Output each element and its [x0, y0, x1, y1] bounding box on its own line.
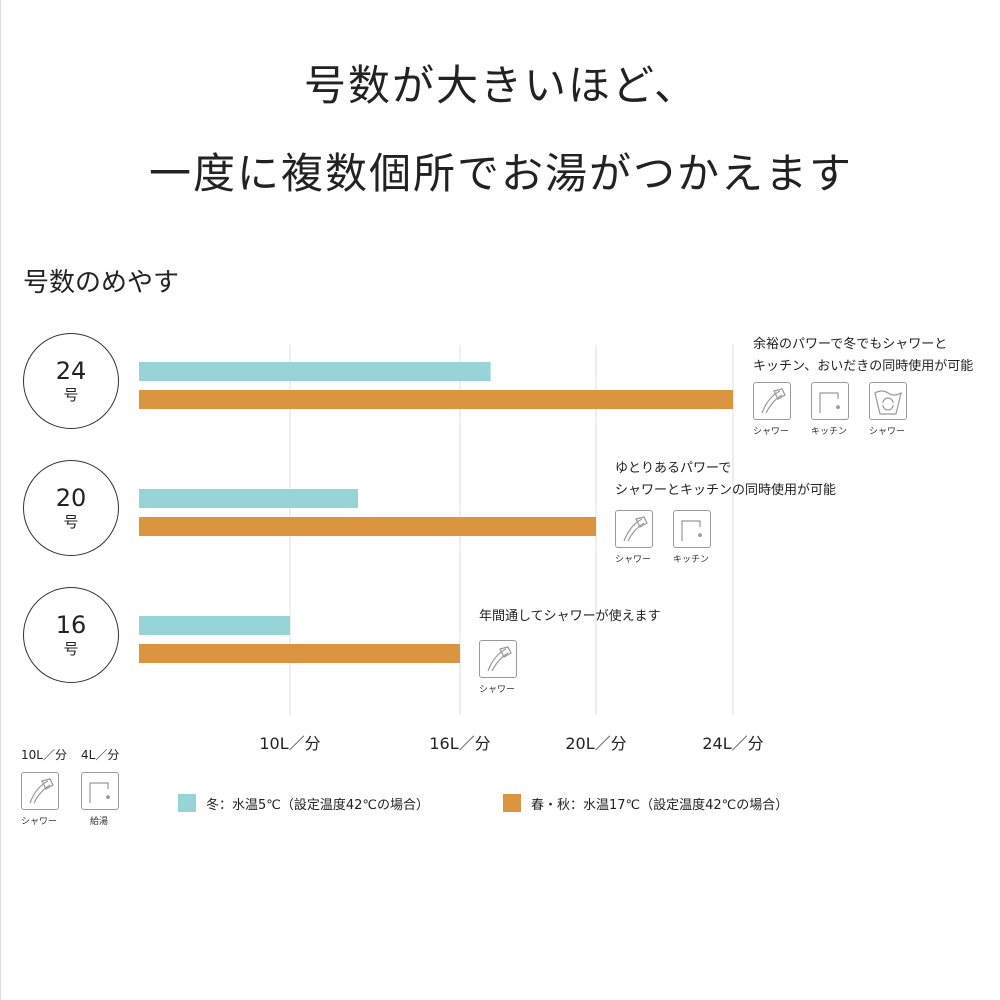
reheat-bath-icon [874, 390, 902, 415]
headline-line-2: 一度に複数個所でお湯がつかえます [148, 149, 853, 198]
kitchen-faucet-icon [681, 520, 702, 541]
icon-label: キッチン [672, 555, 709, 565]
bar-winter [139, 616, 290, 635]
legend-label: 春・秋：水温17℃（設定温度42℃の場合） [531, 798, 789, 813]
shower-icon [761, 388, 786, 414]
reference-rate: 10L／分 [21, 748, 67, 762]
x-tick-label: 24L／分 [702, 734, 764, 753]
annotation-text: 年間通してシャワーが使えます [479, 609, 661, 624]
size-number: 24 [55, 356, 87, 385]
icon-label: キッチン [810, 427, 847, 437]
faucet-icon [89, 782, 110, 803]
annotation-text: ゆとりあるパワーで [615, 461, 732, 476]
bar-spring-autumn [139, 517, 596, 536]
shower-icon [615, 510, 653, 548]
bar-spring-autumn [139, 390, 733, 409]
faucet-icon [81, 772, 119, 810]
shower-icon [29, 778, 54, 804]
kitchen-faucet-icon [811, 382, 849, 420]
icon-label: シャワー [478, 685, 515, 695]
legend-swatch [178, 794, 196, 812]
size-number: 20 [55, 483, 87, 512]
shower-icon [487, 646, 512, 672]
x-tick-label: 10L／分 [259, 734, 321, 753]
icon-label: シャワー [614, 555, 651, 565]
icon-label: 給湯 [89, 817, 108, 827]
size-unit: 号 [63, 512, 79, 531]
chart-subtitle: 号数のめやす [23, 268, 180, 298]
size-badge: 20 号 [23, 460, 119, 556]
x-tick-label: 20L／分 [565, 734, 627, 753]
x-tick-label: 16L／分 [429, 734, 491, 753]
bar-winter [139, 489, 358, 508]
kitchen-faucet-icon [673, 510, 711, 548]
legend-swatch [503, 794, 521, 812]
icon-label: シャワー [20, 817, 57, 827]
annotation-text: キッチン、おいだきの同時使用が可能 [753, 359, 974, 374]
annotation-text: 余裕のパワーで冬でもシャワーと [753, 337, 948, 352]
shower-icon [21, 772, 59, 810]
reference-rate: 4L／分 [81, 748, 120, 762]
shower-icon [623, 516, 648, 542]
bar-spring-autumn [139, 644, 460, 663]
shower-icon [479, 640, 517, 678]
annotation-text: シャワーとキッチンの同時使用が可能 [615, 483, 837, 498]
icon-label: シャワー [868, 427, 905, 437]
size-badge: 24 号 [23, 333, 119, 429]
size-unit: 号 [63, 639, 79, 658]
size-number: 16 [55, 610, 87, 639]
shower-icon [753, 382, 791, 420]
kitchen-faucet-icon [819, 392, 840, 413]
bar-winter [139, 362, 491, 381]
size-badge: 16 号 [23, 587, 119, 683]
reheat-bath-icon [869, 382, 907, 420]
size-unit: 号 [63, 385, 79, 404]
icon-label: シャワー [752, 427, 789, 437]
headline-line-1: 号数が大きいほど、 [304, 61, 698, 110]
legend-label: 冬：水温5℃（設定温度42℃の場合） [206, 798, 430, 813]
